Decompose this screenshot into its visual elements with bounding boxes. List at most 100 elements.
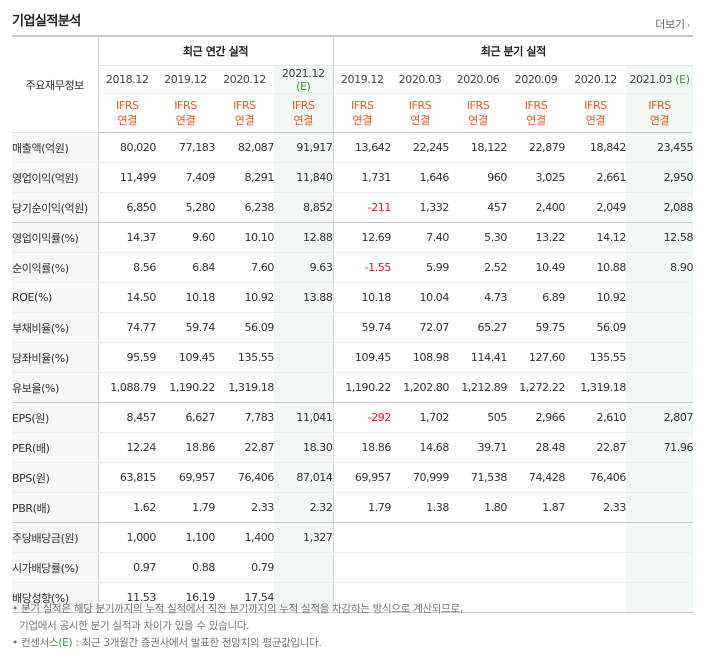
quarter-cell: 1,212.89 <box>449 372 507 403</box>
quarter-cell: 22.87 <box>565 432 626 463</box>
annual-cell: 8,457 <box>98 402 156 433</box>
quarter-cell: 2,610 <box>565 402 626 433</box>
quarter-cell <box>391 582 449 613</box>
quarter-cell: 18.86 <box>333 432 391 463</box>
ifrs-label: IFRS <box>584 99 607 112</box>
annual-cell: 9.63 <box>274 252 334 283</box>
annual-header: 최근 연간 실적 <box>98 35 334 66</box>
ifrs-quarter-2: IFRS 연결 <box>449 93 507 133</box>
quarter-cell: 12.58 <box>626 222 693 253</box>
quarter-cell: 13,642 <box>333 132 391 163</box>
quarter-cell: 69,957 <box>333 462 391 493</box>
ifrs-annual-2: IFRS 연결 <box>215 93 274 133</box>
annual-cell: 7,409 <box>156 162 215 193</box>
table-row: PBR(배) 1.62 1.79 2.33 2.32 1.79 1.38 1.80 1.87 2.… <box>12 492 694 523</box>
quarter-cell: 1,731 <box>333 162 391 193</box>
estimate-marker: (E) <box>675 73 690 86</box>
ifrs-annual-3: IFRS 연결 <box>274 93 334 133</box>
table-row: ROE(%) 14.50 10.18 10.92 13.88 10.18 10.04 4.73… <box>12 282 694 313</box>
quarter-cell <box>626 492 694 523</box>
consolidated-label: 연결 <box>117 114 138 127</box>
more-link[interactable]: 더보기 › <box>655 16 690 32</box>
annual-cell: 10.92 <box>215 282 274 313</box>
period-label: 2020.09 <box>514 73 558 86</box>
quarter-cell: 76,406 <box>565 462 626 493</box>
annual-cell: 2.32 <box>274 492 334 523</box>
period-annual-1: 2019.12 <box>156 65 215 94</box>
row-label: PBR(배) <box>12 492 99 523</box>
quarter-cell: 71.96 <box>626 432 693 463</box>
quarter-cell: -292 <box>333 402 391 433</box>
quarter-cell <box>626 462 694 493</box>
quarter-cell <box>449 522 507 553</box>
quarter-cell: -211 <box>333 192 391 223</box>
annual-cell: 7,783 <box>215 402 274 433</box>
note-1-text: 분기 실적은 해당 분기까지의 누적 실적에서 직전 분기까지의 누적 실적을 … <box>20 603 463 615</box>
period-annual-0: 2018.12 <box>98 65 156 94</box>
period-label: 2020.12 <box>574 73 617 86</box>
quarter-cell <box>565 522 626 553</box>
annual-cell: 1,327 <box>274 522 334 553</box>
annual-cell: 1,000 <box>98 522 156 553</box>
period-quarter-1: 2020.03 <box>391 65 449 94</box>
note-3: • 컨센서스(E) : 최근 3개월간 증권사에서 발표한 전망치의 평균값입니… <box>12 637 322 649</box>
ifrs-label: IFRS <box>466 99 490 112</box>
row-label: 순이익률(%) <box>12 252 99 283</box>
note-3-estimate: (E) <box>58 637 73 649</box>
quarter-cell <box>626 522 694 553</box>
table-row: PER(배) 12.24 18.86 22.87 18.30 18.86 14.68 39.7… <box>12 432 693 463</box>
consolidated-label: 연결 <box>526 114 546 127</box>
quarter-cell: 72.07 <box>391 312 449 343</box>
annual-cell: 9.60 <box>156 222 215 253</box>
annual-cell: 6.84 <box>156 252 215 283</box>
ifrs-label: IFRS <box>648 99 671 112</box>
table-row: 주당배당금(원) 1,000 1,100 1,400 1,327 <box>12 522 694 553</box>
annual-cell: 82,087 <box>215 132 274 163</box>
quarter-cell: 2,049 <box>565 192 626 223</box>
quarter-cell: 28.48 <box>507 432 565 463</box>
annual-cell: 80,020 <box>98 132 156 163</box>
ifrs-annual-0: IFRS 연결 <box>98 93 156 133</box>
quarter-cell: 3,025 <box>507 162 565 193</box>
consolidated-label: 연결 <box>585 114 606 127</box>
period-label: 2018.12 <box>105 73 149 86</box>
quarter-cell: 2,966 <box>507 402 565 433</box>
table-row: 배당성향(%) 11.53 16.19 17.54 <box>12 582 694 613</box>
annual-cell: 56.09 <box>215 312 274 343</box>
period-annual-2: 2020.12 <box>215 65 274 94</box>
period-quarter-2: 2020.06 <box>449 65 507 94</box>
quarter-cell: 56.09 <box>565 312 626 343</box>
annual-cell: 10.18 <box>156 282 215 313</box>
annual-cell: 18.30 <box>274 432 334 463</box>
quarter-cell: 23,455 <box>626 132 693 163</box>
row-label: EPS(원) <box>12 402 99 433</box>
annual-cell: 6,238 <box>215 192 274 223</box>
quarter-cell: 4.73 <box>449 282 507 313</box>
quarter-cell: 7.40 <box>391 222 449 253</box>
quarter-cell: 108.98 <box>391 342 449 373</box>
quarter-cell: 1.87 <box>507 492 565 523</box>
quarter-cell <box>507 582 565 613</box>
annual-cell: 12.88 <box>274 222 334 253</box>
quarter-cell: 1.80 <box>449 492 507 523</box>
ifrs-label: IFRS <box>524 99 548 112</box>
quarter-cell <box>626 552 694 583</box>
ifrs-quarter-1: IFRS 연결 <box>391 93 449 133</box>
annual-cell <box>274 582 334 613</box>
quarter-cell <box>626 372 694 403</box>
annual-cell: 6,850 <box>98 192 156 223</box>
consolidated-label: 연결 <box>234 114 255 127</box>
quarter-cell <box>449 582 507 613</box>
quarter-cell: 18,842 <box>565 132 626 163</box>
consolidated-label: 연결 <box>175 114 196 127</box>
row-label: ROE(%) <box>12 282 99 313</box>
table-row: 영업이익(억원) 11,499 7,409 8,291 11,840 1,731 1,646… <box>12 162 693 193</box>
quarter-cell: 59.75 <box>507 312 565 343</box>
quarter-cell: 74,428 <box>507 462 565 493</box>
quarter-cell <box>507 522 565 553</box>
annual-cell: 76,406 <box>215 462 274 493</box>
quarter-cell: 1,190.22 <box>333 372 391 403</box>
ifrs-label: IFRS <box>291 99 315 112</box>
consolidated-label: 연결 <box>352 114 373 127</box>
period-label: 2020.12 <box>223 73 266 86</box>
